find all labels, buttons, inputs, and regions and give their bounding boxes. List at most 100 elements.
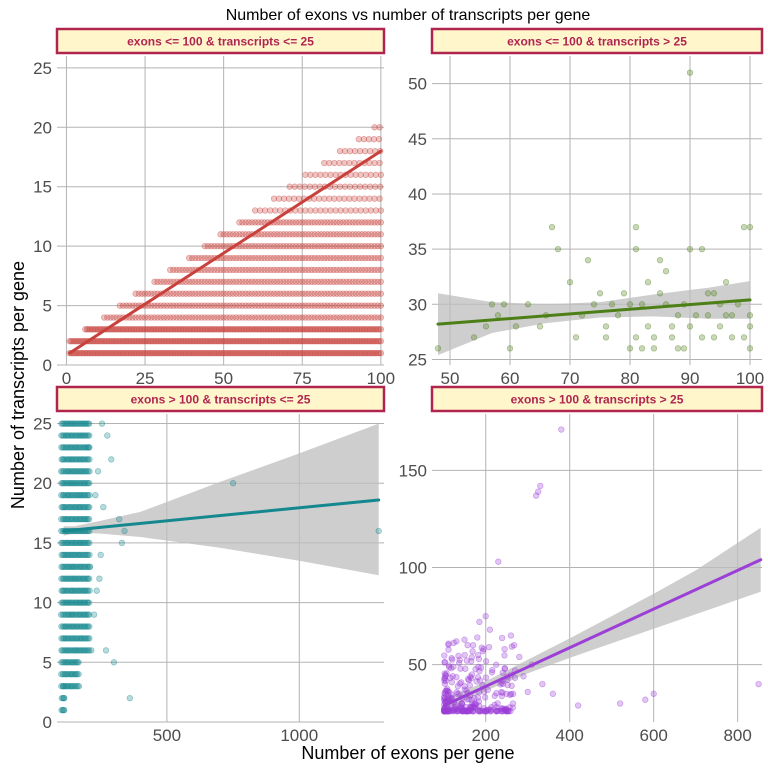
data-point [60, 694, 68, 702]
data-point [215, 326, 223, 333]
data-point [93, 338, 100, 345]
data-point [163, 314, 171, 321]
data-point [299, 314, 306, 321]
data-point [554, 245, 562, 253]
data-point [352, 302, 359, 309]
data-point [524, 688, 531, 696]
data-point [295, 231, 303, 238]
data-point [250, 349, 257, 357]
data-point [377, 349, 385, 357]
data-point [66, 420, 73, 427]
data-point [94, 326, 102, 333]
data-point [85, 326, 92, 333]
data-point [295, 219, 303, 226]
data-point [277, 278, 284, 285]
data-point [283, 254, 290, 262]
data-point [231, 349, 238, 357]
data-point [223, 302, 230, 309]
data-point [66, 587, 73, 594]
data-point [69, 587, 76, 594]
data-point [343, 254, 350, 262]
data-point [280, 290, 287, 297]
data-point [352, 219, 359, 226]
data-point [464, 707, 472, 715]
data-point [501, 706, 508, 713]
data-point [83, 563, 91, 570]
data-point [88, 326, 95, 333]
data-point [299, 231, 306, 238]
data-point [462, 708, 470, 715]
y-tick-label: 30 [408, 295, 427, 314]
data-point [76, 587, 83, 594]
data-point [59, 420, 67, 427]
data-point [116, 302, 124, 309]
data-point [368, 243, 375, 250]
data-point [229, 349, 237, 357]
data-point [324, 349, 331, 357]
data-point [83, 623, 90, 630]
data-point [355, 338, 362, 345]
data-point [339, 231, 347, 238]
data-point [283, 290, 290, 297]
data-point [204, 278, 212, 285]
data-point [294, 349, 301, 357]
data-point [176, 290, 183, 297]
data-point [138, 314, 146, 321]
data-point [368, 219, 375, 226]
data-point [443, 670, 450, 677]
data-point [474, 694, 482, 701]
data-point [151, 278, 158, 285]
data-point [291, 326, 298, 333]
data-point [264, 326, 271, 333]
data-point [239, 243, 246, 250]
data-point [239, 254, 246, 262]
data-point [361, 326, 369, 333]
data-point [86, 456, 93, 463]
data-point [78, 575, 85, 582]
data-point [365, 254, 372, 262]
data-point [299, 266, 306, 274]
data-point [333, 231, 340, 238]
data-point [86, 551, 93, 559]
data-point [267, 290, 274, 297]
data-point [185, 266, 193, 274]
data-point [61, 551, 68, 559]
data-point [59, 647, 66, 654]
data-point [229, 290, 237, 297]
data-point [656, 290, 664, 297]
data-point [321, 326, 328, 333]
data-point [59, 492, 67, 499]
data-point [190, 326, 197, 333]
data-point [107, 338, 114, 345]
data-point [64, 432, 72, 439]
data-point [68, 683, 76, 690]
data-point [236, 231, 243, 238]
data-point [458, 704, 466, 712]
data-point [173, 314, 180, 321]
data-point [346, 243, 353, 250]
data-point [374, 278, 381, 285]
data-point [284, 338, 292, 345]
data-point [115, 326, 122, 333]
data-point [62, 468, 69, 475]
data-point [74, 456, 81, 463]
data-point [638, 301, 646, 308]
data-point [71, 503, 79, 511]
data-point [462, 665, 469, 672]
data-point [308, 302, 315, 309]
data-point [361, 243, 369, 250]
data-point [79, 515, 86, 523]
data-point [58, 503, 65, 511]
data-point [500, 301, 508, 308]
data-point [195, 338, 202, 345]
data-point [295, 243, 303, 250]
data-point [135, 349, 142, 357]
data-point [78, 456, 85, 463]
data-point [314, 326, 322, 333]
data-point [377, 219, 385, 226]
data-point [355, 302, 362, 309]
data-point [445, 705, 452, 713]
data-point [535, 488, 542, 495]
data-point [66, 503, 73, 511]
data-point [83, 599, 91, 606]
